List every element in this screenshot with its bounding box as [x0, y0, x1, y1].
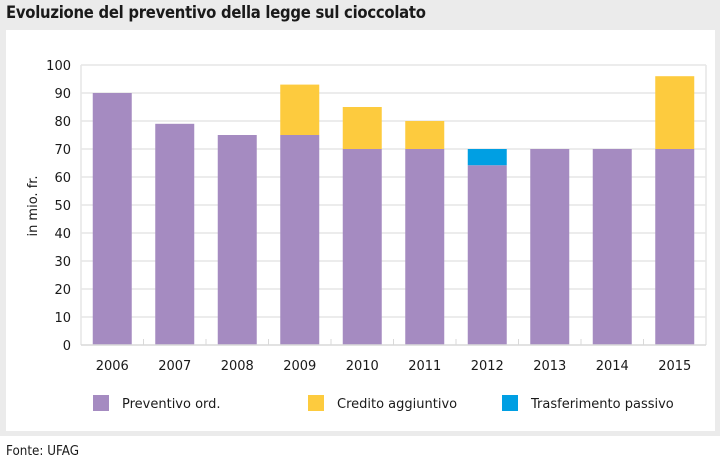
bar-chart: 0 10 20 30 40 50 60 70 80 90 100 2006 2007 2008 2009 20… [26, 59, 707, 412]
bar-preventivo-2011 [405, 149, 445, 345]
legend-item-credito: Credito aggiuntivo [308, 395, 457, 412]
x-tick-label: 2009 [283, 359, 316, 374]
bar-preventivo-2008 [217, 135, 257, 345]
bar-credito-2015 [655, 76, 695, 149]
legend: Preventivo ord. Credito aggiuntivo Trasfer… [93, 395, 674, 412]
legend-swatch-trasferimento [502, 395, 518, 411]
x-tick-label: 2006 [96, 359, 129, 374]
y-tick-label: 90 [54, 87, 71, 102]
bar-preventivo-2012 [467, 165, 507, 345]
bar-credito-2011 [405, 121, 445, 149]
x-tick-label: 2015 [658, 359, 691, 374]
x-tick-label: 2008 [221, 359, 254, 374]
y-tick-label: 60 [54, 171, 71, 186]
y-tick-label: 80 [54, 115, 71, 130]
y-tick-label: 100 [46, 59, 71, 74]
legend-label: Preventivo ord. [122, 397, 221, 412]
x-tick-label: 2007 [158, 359, 191, 374]
y-tick-label: 50 [54, 199, 71, 214]
bar-preventivo-2007 [155, 123, 195, 345]
x-tick-label: 2014 [596, 359, 629, 374]
axis-layer: 0 10 20 30 40 50 60 70 80 90 100 2006 2007 2008 2009 20… [46, 59, 706, 374]
y-tick-label: 70 [54, 143, 71, 158]
legend-swatch-credito [308, 395, 324, 411]
source-note: Fonte: UFAG [6, 444, 80, 459]
bar-preventivo-2014 [592, 149, 632, 345]
bar-preventivo-2009 [280, 135, 320, 345]
legend-item-preventivo: Preventivo ord. [93, 395, 221, 412]
bar-preventivo-2015 [655, 149, 695, 345]
bar-trasferimento-2012 [467, 149, 507, 166]
bar-credito-2010 [342, 107, 382, 149]
y-axis-title: in mio. fr. [26, 175, 41, 236]
bar-preventivo-2010 [342, 149, 382, 345]
bar-preventivo-2013 [530, 149, 570, 345]
x-tick-label: 2013 [533, 359, 566, 374]
x-tick-label: 2011 [408, 359, 441, 374]
bar-credito-2009 [280, 84, 320, 135]
bars-layer [92, 76, 695, 345]
legend-swatch-preventivo [93, 395, 109, 411]
legend-item-trasferimento: Trasferimento passivo [502, 395, 674, 412]
y-tick-label: 0 [63, 339, 71, 354]
x-tick-label: 2012 [471, 359, 504, 374]
legend-label: Credito aggiuntivo [337, 397, 457, 412]
legend-label: Trasferimento passivo [530, 397, 674, 412]
bar-preventivo-2006 [92, 93, 132, 345]
chart-title: Evoluzione del preventivo della legge su… [6, 3, 426, 22]
y-tick-label: 30 [54, 255, 71, 270]
y-tick-label: 40 [54, 227, 71, 242]
y-tick-label: 20 [54, 283, 71, 298]
x-tick-label: 2010 [346, 359, 379, 374]
y-tick-label: 10 [54, 311, 71, 326]
